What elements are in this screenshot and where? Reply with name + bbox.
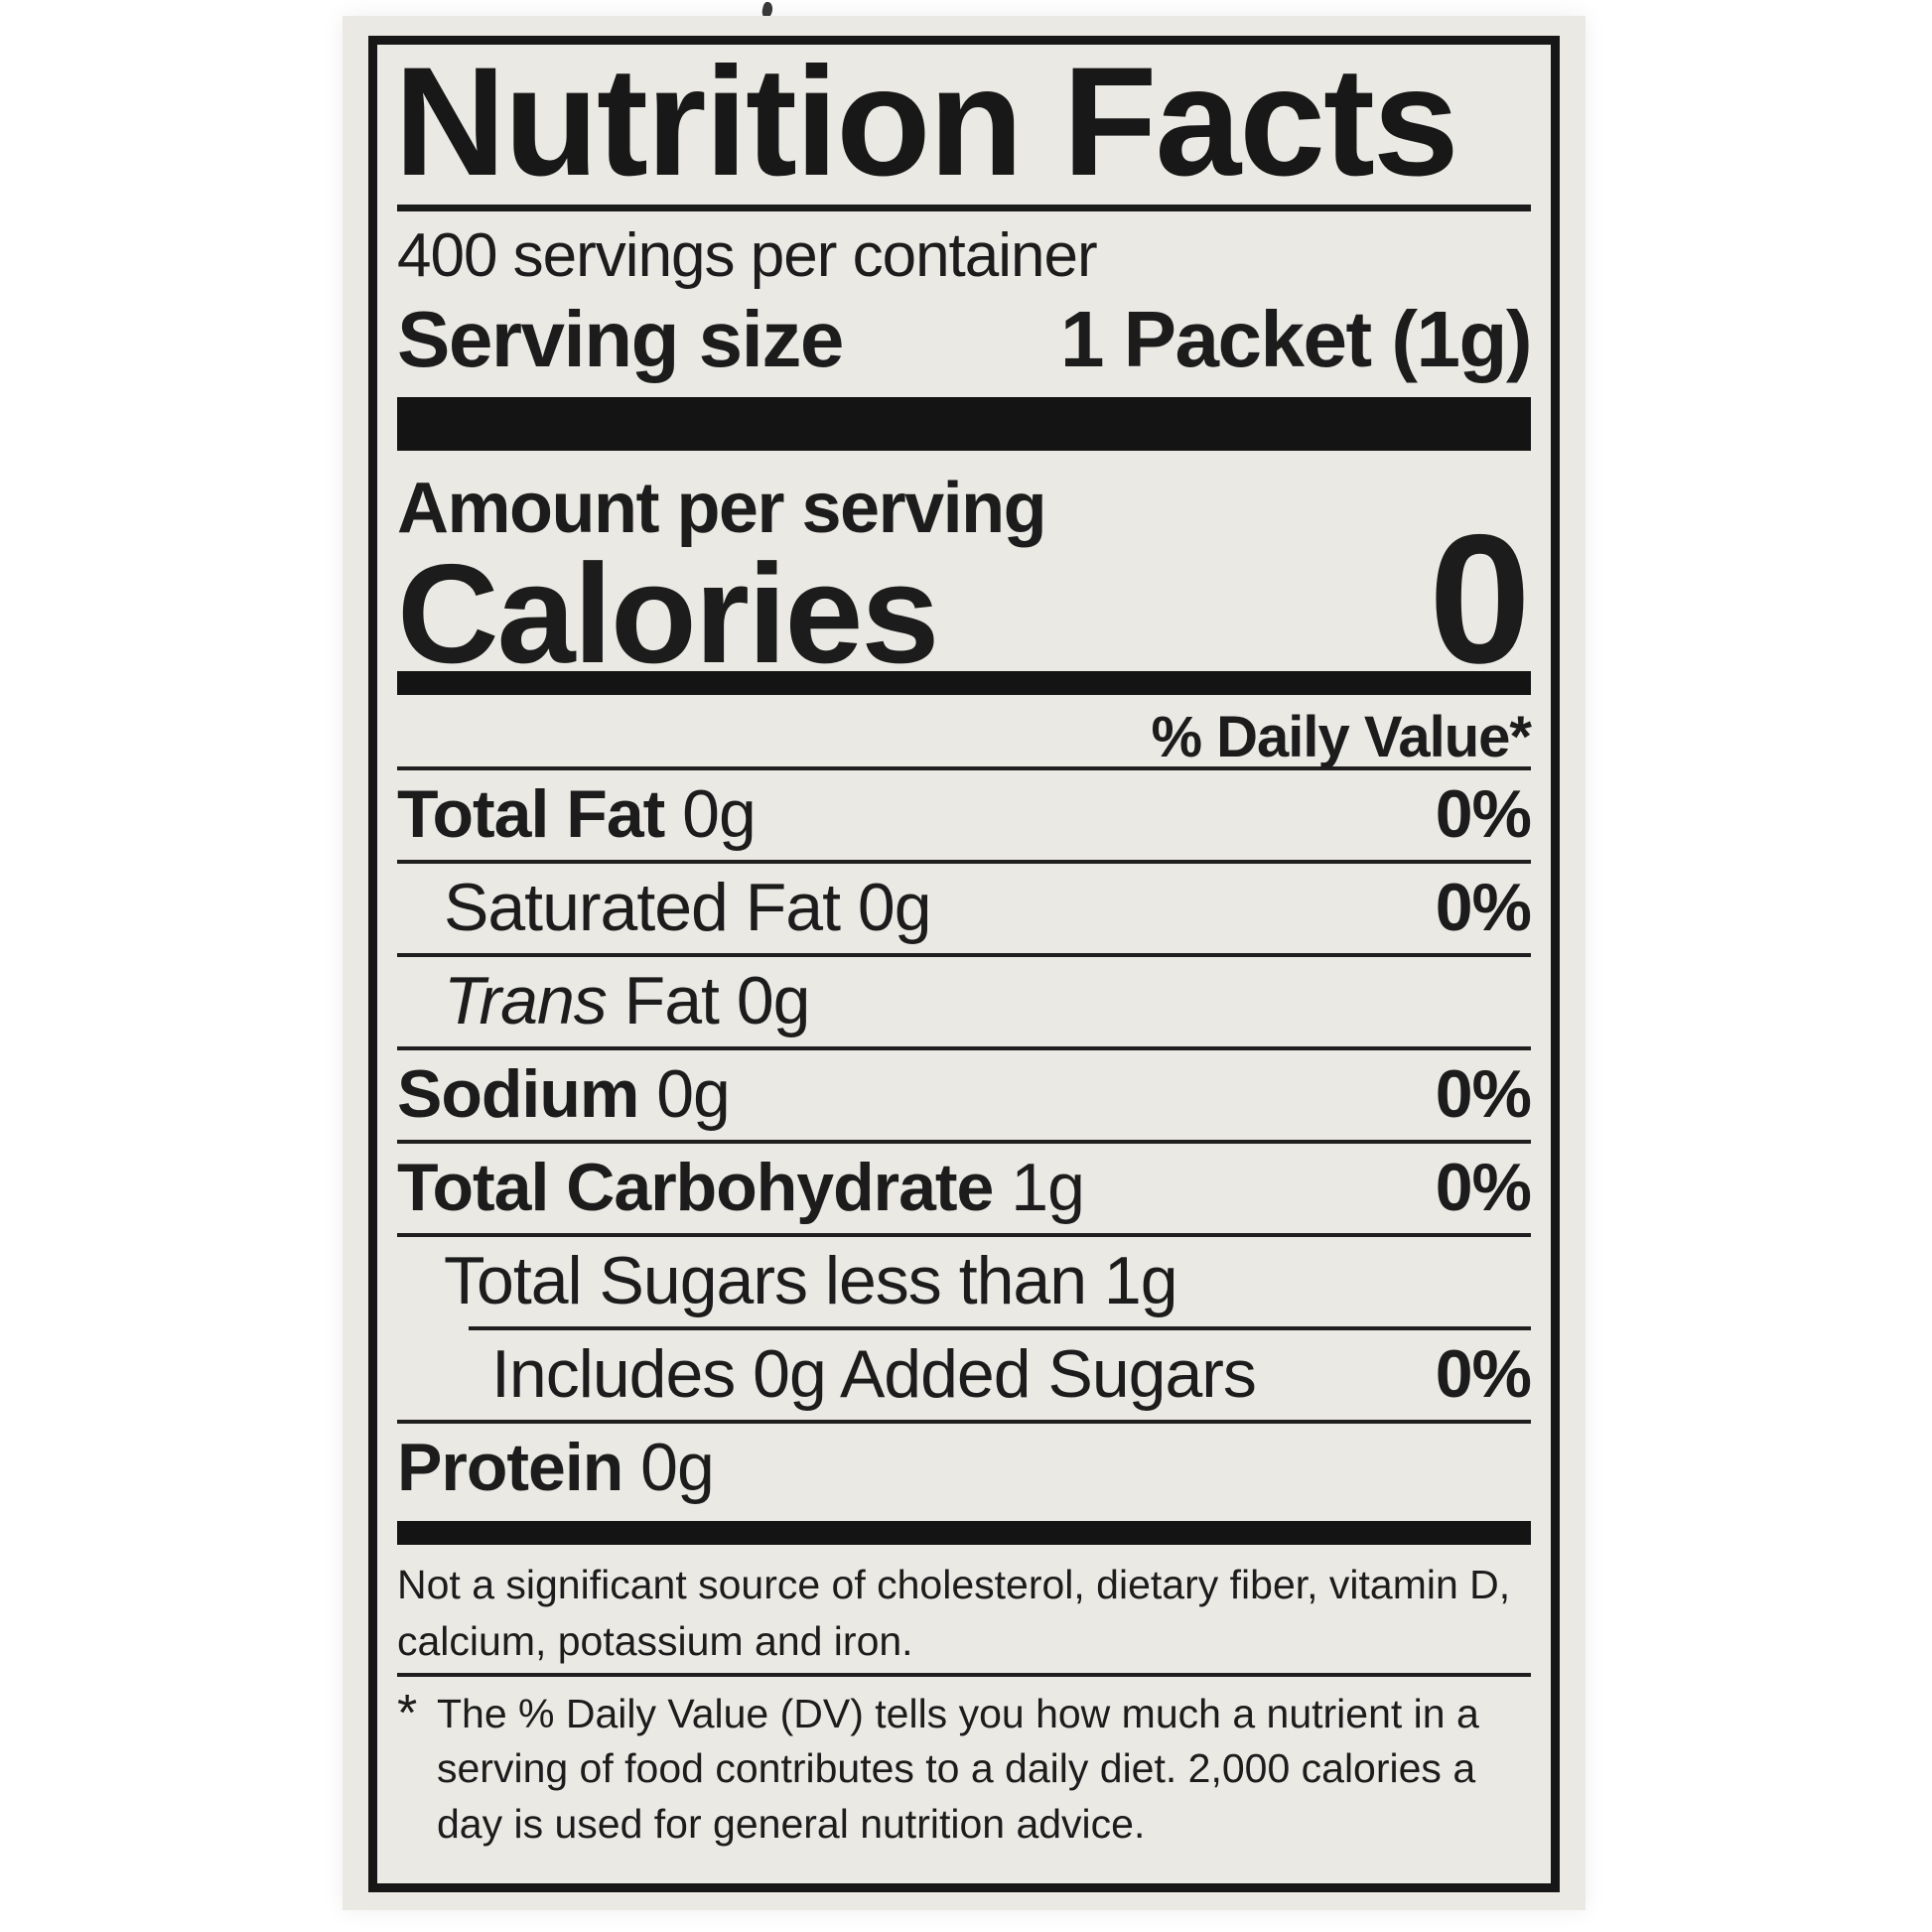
label-title: Nutrition Facts [394,36,1459,208]
servings-per-container: 400 servings per container [397,220,1098,290]
nutrient-name-part: Protein [397,1429,623,1505]
footnote-separator [397,1673,1531,1678]
nutrition-label-border-box: Nutrition Facts 400 servings per contain… [368,36,1560,1892]
nutrient-name: Sodium 0g [397,1060,731,1128]
nutrient-name-part: Saturated Fat 0g [444,869,932,945]
row-separator [397,1232,1531,1237]
footnote-significant-source: Not a significant source of cholesterol,… [397,1561,1511,1664]
section-divider-thick-bar [397,396,1531,451]
nutrient-name-part: Sodium [397,1055,639,1132]
nutrient-row: Protein 0g [397,1424,1531,1513]
row-separator [397,859,1531,864]
nutrient-name-part: Total Sugars less than 1g [444,1242,1178,1318]
row-separator [397,952,1531,957]
daily-value-header: % Daily Value* [1151,704,1532,769]
nutrient-row: Sodium 0g 0% [397,1050,1532,1140]
row-separator [397,1419,1531,1424]
serving-size-label: Serving size [397,294,844,383]
nutrient-row: Saturated Fat 0g 0% [397,864,1532,953]
footnote-asterisk: * [397,1685,418,1743]
serving-size-value: 1 Packet (1g) [1059,294,1533,383]
nutrient-name: Total Carbohydrate 1g [397,1154,1085,1221]
nutrient-name: Trans Fat 0g [444,967,810,1035]
serving-size-row: Serving size 1 Packet (1g) [397,294,1533,383]
row-separator [397,1045,1531,1050]
nutrient-name: Includes 0g Added Sugars [491,1340,1257,1408]
row-separator [397,765,1531,770]
nutrient-row: Total Carbohydrate 1g 0% [397,1144,1532,1233]
nutrient-daily-value-percent: 0% [1435,1149,1532,1225]
title-rule [397,204,1531,211]
nutrient-name: Saturated Fat 0g [444,874,932,941]
nutrient-row: Total Sugars less than 1g [397,1237,1531,1326]
calories-label: Calories [397,534,939,693]
footnote-divider-bar [397,1520,1531,1545]
nutrient-name-part: Includes 0g Added Sugars [491,1335,1257,1412]
nutrient-name-part: 1g [993,1149,1085,1225]
nutrient-name-part: Trans [444,962,608,1038]
nutrient-daily-value-percent: 0% [1435,1335,1532,1412]
row-separator [469,1325,1531,1330]
amount-per-serving-label: Amount per serving [397,468,1047,548]
calories-row: Calories 0 [397,496,1531,702]
nutrient-name-part: Total Carbohydrate [397,1149,994,1225]
nutrient-name-part: 0g [638,1055,731,1132]
nutrient-daily-value-percent: 0% [1435,869,1532,945]
nutrient-row: Trans Fat 0g [397,957,1531,1046]
nutrient-name-part: 0g [622,1429,715,1505]
calories-value: 0 [1429,496,1531,702]
nutrient-daily-value-percent: 0% [1435,1055,1532,1132]
nutrient-name-part: Total Fat [397,775,665,852]
nutrient-rows: Total Fat 0g 0% Saturated Fat 0g 0% Trans Fa… [397,765,1532,1513]
nutrient-name: Protein 0g [397,1434,715,1501]
footnote-daily-value-text: The % Daily Value (DV) tells you how muc… [437,1691,1479,1847]
footnote-daily-value: * The % Daily Value (DV) tells you how m… [397,1687,1531,1852]
nutrient-name: Total Fat 0g [397,780,757,848]
nutrient-name-part: 0g [664,775,757,852]
nutrient-name: Total Sugars less than 1g [444,1247,1178,1314]
nutrient-row: Includes 0g Added Sugars 0% [397,1330,1532,1420]
section-divider-medium-bar [397,670,1531,695]
nutrition-label: Nutrition Facts 400 servings per contain… [343,16,1586,1910]
nutrient-daily-value-percent: 0% [1435,775,1532,852]
nutrient-name-part: Fat 0g [606,962,811,1038]
row-separator [397,1139,1531,1144]
nutrient-row: Total Fat 0g 0% [397,770,1532,860]
